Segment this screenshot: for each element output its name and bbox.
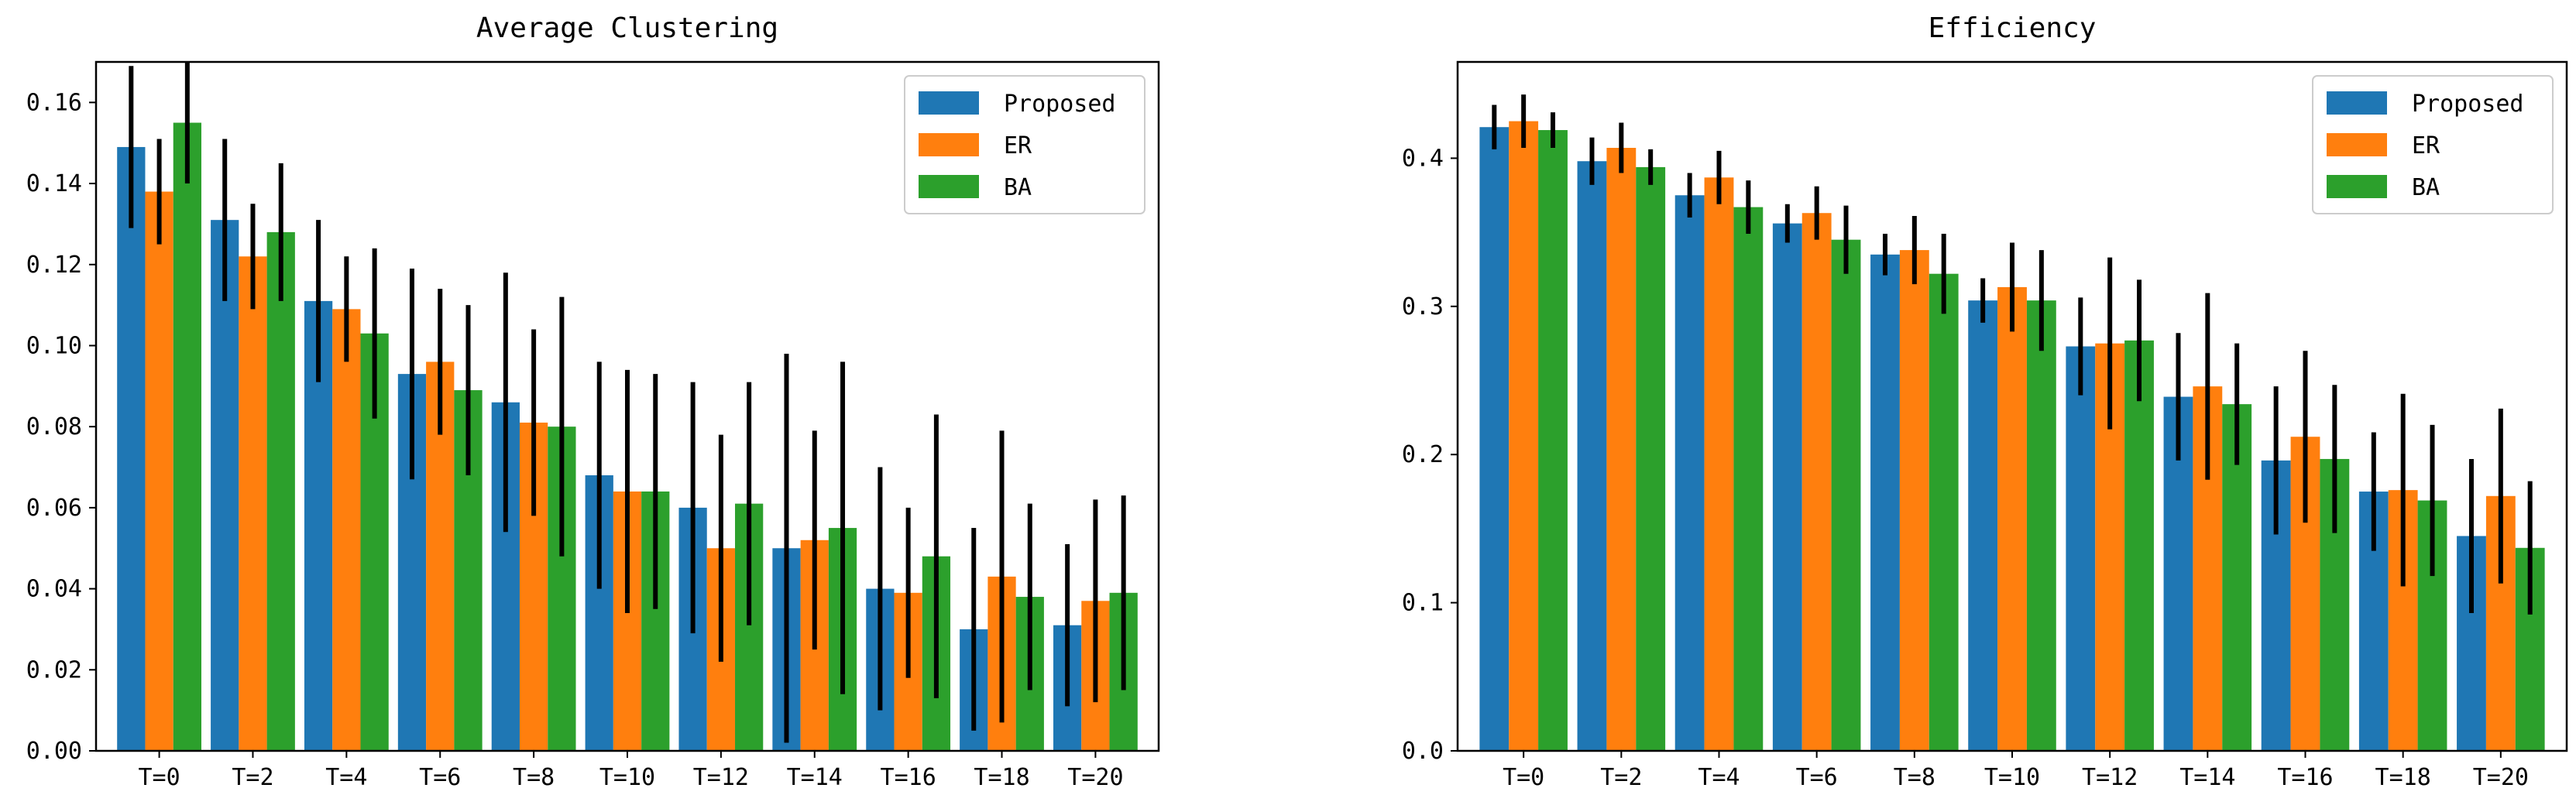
chart-title: Average Clustering <box>476 12 778 44</box>
y-tick-label: 0.06 <box>26 495 82 522</box>
bar-proposed-t0 <box>1479 127 1510 751</box>
legend-swatch-ba <box>919 175 979 198</box>
y-tick-label: 0.3 <box>1402 293 1444 320</box>
x-tick-label: T=20 <box>1067 764 1123 791</box>
x-tick-label: T=18 <box>2375 764 2431 791</box>
bar-ba-t6 <box>1831 239 1861 751</box>
legend-label-er: ER <box>2412 132 2440 159</box>
chart-efficiency: Efficiency 0.0 0.1 0.2 0.3 0.4 T=0 T=2 T=4 T=6 T=8… <box>1402 12 2568 791</box>
bar-proposed-t0 <box>117 146 146 752</box>
y-tick-label: 0.08 <box>26 413 82 440</box>
x-tick-label: T=10 <box>599 764 655 791</box>
x-tick-label: T=2 <box>1600 764 1642 791</box>
y-tick-label: 0.12 <box>26 252 82 279</box>
bar-er-t10 <box>1997 286 2027 751</box>
x-tick-label: T=4 <box>1698 764 1740 791</box>
bar-er-t6 <box>1801 213 1832 751</box>
y-tick-label: 0.00 <box>26 738 82 765</box>
legend-swatch-proposed <box>919 91 979 115</box>
y-tick-label: 0.02 <box>26 656 82 684</box>
y-tick-label: 0.0 <box>1402 738 1444 765</box>
y-tick-label: 0.1 <box>1402 590 1444 617</box>
y-tick-label: 0.04 <box>26 576 82 603</box>
bar-er-t4 <box>1704 177 1734 751</box>
legend-swatch-er <box>2327 133 2387 156</box>
x-tick-label: T=8 <box>1894 764 1935 791</box>
y-tick-label: 0.4 <box>1402 145 1444 172</box>
bar-proposed-t6 <box>1772 223 1802 751</box>
bar-proposed-t4 <box>1674 195 1705 752</box>
legend-swatch-er <box>919 133 979 156</box>
bar-er-t2 <box>1606 148 1637 752</box>
legend-label-ba: BA <box>2412 174 2440 201</box>
legend: Proposed ER BA <box>904 75 1145 214</box>
bar-ba-t4 <box>1733 207 1764 751</box>
bar-ba-t0 <box>1538 130 1568 751</box>
legend-label-ba: BA <box>1004 174 1032 201</box>
x-tick-label: T=0 <box>1503 764 1544 791</box>
legend-swatch-ba <box>2327 175 2387 198</box>
legend-label-proposed: Proposed <box>1004 91 1116 118</box>
x-tick-label: T=2 <box>232 764 273 791</box>
bar-er-t0 <box>1509 121 1539 751</box>
bar-proposed-t8 <box>1870 254 1900 751</box>
bar-ba-t0 <box>173 122 201 751</box>
bar-proposed-t2 <box>211 220 239 751</box>
y-tick-label: 0.10 <box>26 332 82 359</box>
x-tick-label: T=20 <box>2473 764 2529 791</box>
legend-label-proposed: Proposed <box>2412 91 2524 118</box>
bar-ba-t2 <box>266 231 295 752</box>
y-tick-label: 0.14 <box>26 170 82 197</box>
bar-ba-t2 <box>1636 166 1666 752</box>
chart-clustering: Average Clustering 0.00 0.02 0.04 0.06 0.08 0.… <box>26 12 1160 791</box>
x-tick-label: T=6 <box>1796 764 1838 791</box>
bar-ba-t12 <box>2124 340 2154 751</box>
bar-er-t8 <box>1899 250 1929 751</box>
bar-er-t2 <box>239 256 267 751</box>
x-tick-label: T=12 <box>693 764 749 791</box>
x-tick-label: T=18 <box>974 764 1029 791</box>
bar-er-t4 <box>332 309 361 752</box>
x-tick-label: T=6 <box>419 764 461 791</box>
x-tick-label: T=16 <box>2277 764 2333 791</box>
chart-title: Efficiency <box>1929 12 2097 44</box>
x-tick-label: T=14 <box>2179 764 2235 791</box>
x-tick-label: T=10 <box>1984 764 2040 791</box>
x-tick-label: T=14 <box>787 764 843 791</box>
x-tick-label: T=12 <box>2082 764 2138 791</box>
x-tick-label: T=8 <box>513 764 555 791</box>
bar-proposed-t12 <box>2066 346 2096 751</box>
y-tick-label: 0.16 <box>26 89 82 116</box>
legend-swatch-proposed <box>2327 91 2387 115</box>
bar-ba-t10 <box>2026 300 2056 752</box>
y-tick-label: 0.2 <box>1402 441 1444 468</box>
legend-label-er: ER <box>1004 132 1032 159</box>
bar-er-t0 <box>145 191 173 751</box>
bar-proposed-t2 <box>1577 161 1607 751</box>
x-tick-label: T=0 <box>139 764 180 791</box>
x-tick-label: T=16 <box>881 764 936 791</box>
legend: Proposed ER BA <box>2312 75 2554 214</box>
x-tick-label: T=4 <box>325 764 367 791</box>
bar-ba-t8 <box>1929 273 1959 751</box>
bar-proposed-t10 <box>1968 300 1998 752</box>
